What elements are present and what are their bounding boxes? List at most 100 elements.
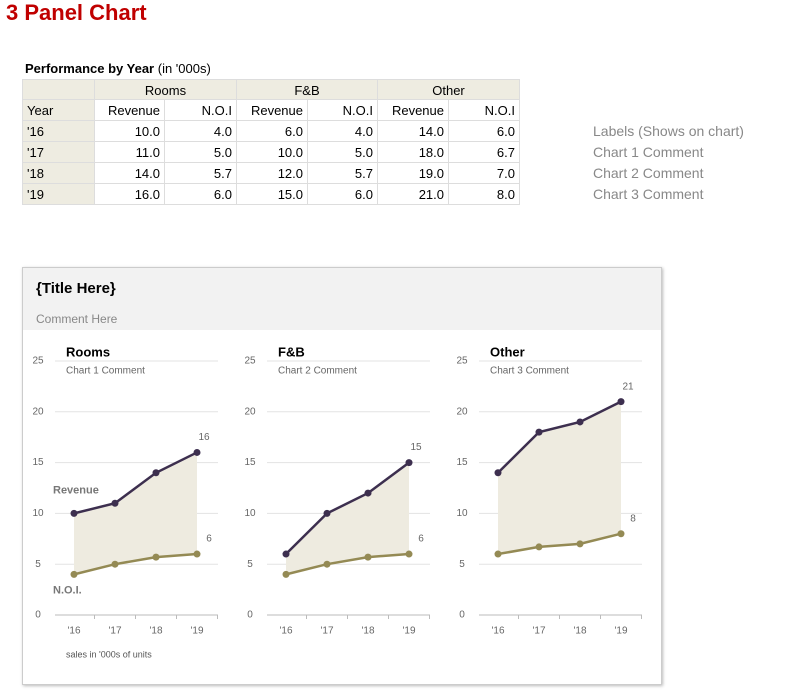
range-fill: [74, 452, 197, 575]
y-tick-label: 10: [32, 508, 44, 519]
y-tick-label: 0: [35, 610, 41, 621]
table-cell: 14.0: [95, 163, 165, 184]
table-cell: 6.0: [449, 121, 520, 142]
point: [617, 398, 625, 406]
range-fill: [498, 401, 621, 555]
point: [576, 540, 584, 548]
page-title: 3 Panel Chart: [6, 0, 147, 25]
x-tick-label: '17: [108, 626, 121, 637]
row-header: '18: [22, 163, 95, 184]
table-cell: 21.0: [378, 184, 449, 205]
y-tick-label: 10: [244, 508, 256, 519]
panel-title: {Title Here}: [36, 280, 116, 297]
point: [535, 543, 543, 551]
data-label: 15: [410, 442, 422, 453]
x-tick-label: '16: [279, 626, 292, 637]
table-cell: 6.0: [237, 121, 308, 142]
y-tick-label: 25: [244, 356, 256, 367]
range-fill: [286, 462, 409, 575]
y-tick-label: 20: [244, 406, 256, 417]
chart-title: F&B: [278, 344, 305, 359]
table-cell: 16.0: [95, 184, 165, 205]
chart-subtitle: Chart 3 Comment: [490, 366, 569, 377]
note: Chart 3 Comment: [593, 186, 704, 202]
column-header: Revenue: [378, 100, 449, 121]
data-label: 8: [630, 513, 636, 524]
point: [282, 550, 290, 558]
table-cell: 12.0: [237, 163, 308, 184]
data-label: 6: [418, 534, 424, 545]
table-cell: 10.0: [95, 121, 165, 142]
row-header: '16: [22, 121, 95, 142]
point: [282, 570, 290, 578]
point: [617, 530, 625, 538]
note: Chart 1 Comment: [593, 144, 704, 160]
point: [535, 428, 543, 436]
table-cell: 4.0: [308, 121, 378, 142]
y-tick-label: 5: [35, 559, 41, 570]
column-header: N.O.I: [165, 100, 237, 121]
series-line: [73, 451, 198, 515]
y-tick-label: 5: [459, 559, 465, 570]
table-cell: 10.0: [237, 142, 308, 163]
point: [70, 570, 78, 578]
table-title: Performance by Year: [25, 61, 155, 76]
column-header: N.O.I: [449, 100, 520, 121]
point: [70, 509, 78, 517]
table-cell: 15.0: [237, 184, 308, 205]
x-tick-label: '19: [190, 626, 203, 637]
table-subtitle: (in '000s): [157, 61, 211, 76]
data-label: 21: [622, 381, 634, 392]
point: [152, 469, 160, 477]
series-label: Revenue: [53, 484, 99, 496]
point: [494, 469, 502, 477]
table-cell: 7.0: [449, 163, 520, 184]
y-tick-label: 15: [32, 457, 44, 468]
x-tick-label: '18: [573, 626, 586, 637]
row-header: '17: [22, 142, 95, 163]
chart-note: sales in '000s of units: [66, 649, 152, 659]
table-cell: 19.0: [378, 163, 449, 184]
x-tick-label: '16: [67, 626, 80, 637]
y-tick-label: 20: [32, 406, 44, 417]
point: [111, 499, 119, 507]
point: [111, 560, 119, 568]
y-tick-label: 10: [456, 508, 468, 519]
y-tick-label: 0: [459, 610, 465, 621]
series-line: [285, 461, 410, 555]
table-cell: 6.7: [449, 142, 520, 163]
table-cell: 11.0: [95, 142, 165, 163]
column-header: N.O.I: [308, 100, 378, 121]
point: [323, 509, 331, 517]
x-tick-label: '17: [532, 626, 545, 637]
panel-comment: Comment Here: [36, 312, 118, 326]
point: [576, 418, 584, 426]
x-tick-label: '16: [491, 626, 504, 637]
chart-subtitle: Chart 2 Comment: [278, 366, 357, 377]
row-header: '19: [22, 184, 95, 205]
y-tick-label: 15: [244, 457, 256, 468]
table-cell: 5.7: [308, 163, 378, 184]
note: Labels (Shows on chart): [593, 123, 744, 139]
table-cell: 6.0: [165, 184, 237, 205]
x-tick-label: '17: [320, 626, 333, 637]
x-tick-label: '18: [149, 626, 162, 637]
y-tick-label: 0: [247, 610, 253, 621]
y-tick-label: 20: [456, 406, 468, 417]
point: [405, 550, 413, 558]
y-tick-label: 15: [456, 457, 468, 468]
series-line: [497, 400, 622, 474]
table-cell: 14.0: [378, 121, 449, 142]
group-header: Rooms: [95, 79, 237, 100]
x-tick-label: '19: [402, 626, 415, 637]
point: [152, 553, 160, 561]
point: [405, 459, 413, 467]
series-line: [285, 552, 410, 576]
chart-title: Rooms: [66, 344, 110, 359]
table-cell: 6.0: [308, 184, 378, 205]
column-header: Revenue: [237, 100, 308, 121]
table-cell: 5.0: [165, 142, 237, 163]
chart-subtitle: Chart 1 Comment: [66, 366, 145, 377]
